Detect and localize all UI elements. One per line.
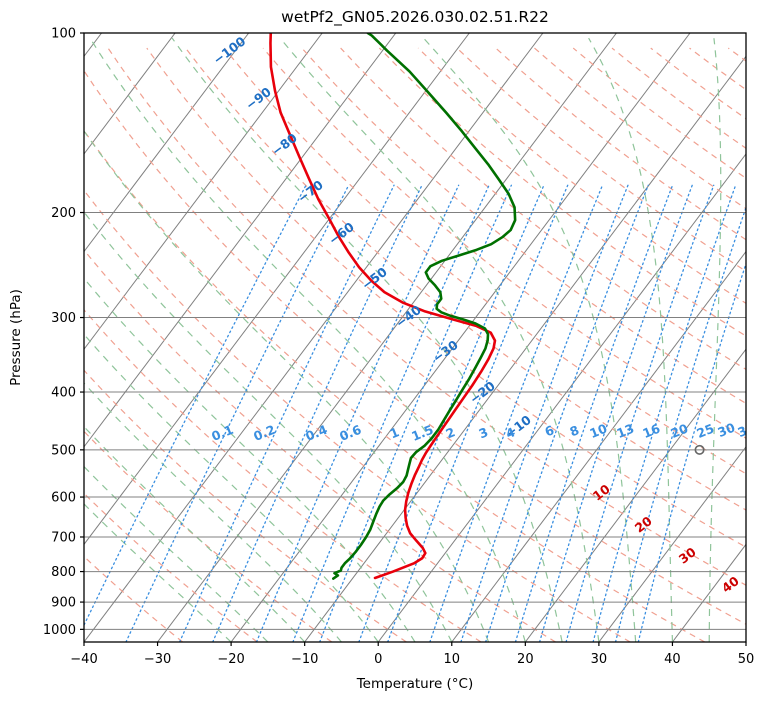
moist-adiabat-line <box>588 37 674 642</box>
mixing-ratio-line <box>538 184 693 642</box>
isotherm-line <box>451 250 746 642</box>
moist-adiabat-line <box>84 382 342 642</box>
pressure-tick-label: 100 <box>51 27 76 42</box>
mixing-ratio-line <box>255 184 460 642</box>
pressure-tick-label: 200 <box>51 206 76 221</box>
temperature-tick-label: −10 <box>291 652 318 667</box>
mixing-ratio-line <box>460 184 629 642</box>
temperature-tick-label: −30 <box>144 652 171 667</box>
dry-adiabat-line <box>84 249 556 642</box>
isotherm-line <box>84 33 250 253</box>
mixing-ratio-line <box>292 184 490 642</box>
isotherm-line <box>524 348 746 642</box>
mixing-ratio-label: 36 <box>735 420 757 441</box>
temperature-tick-label: 50 <box>738 652 755 667</box>
mixing-ratio-label: 25 <box>694 421 716 441</box>
mixing-ratio-line <box>514 184 674 642</box>
pressure-tick-label: 500 <box>51 443 76 458</box>
dry-adiabat-line <box>378 47 746 337</box>
pressure-tick-label: 1000 <box>43 623 76 638</box>
pressure-tick-label: 300 <box>51 311 76 326</box>
x-axis-label: Temperature (°C) <box>356 676 474 692</box>
dry-adiabat-line <box>107 47 746 586</box>
pressure-tick-label: 700 <box>51 531 76 546</box>
axes-frame <box>83 32 747 643</box>
dry-adiabat-line <box>84 369 407 642</box>
temperature-tick-label: 20 <box>517 652 534 667</box>
temperature-profile-line <box>269 33 497 580</box>
dry-adiabat-line <box>84 129 706 642</box>
mixing-ratio-labels: 0.10.20.40.611.52346810131620253036 <box>209 420 757 444</box>
dry-adiabat-line <box>146 47 746 548</box>
mixing-ratio-line <box>614 205 746 642</box>
pressure-tick-label: 600 <box>51 491 76 506</box>
mixing-ratio-label: 20 <box>668 421 690 442</box>
isotherm-line <box>84 33 397 448</box>
dewpoint-profile-line <box>332 33 517 580</box>
chart-title: wetPf2_GN05.2026.030.02.51.R22 <box>281 8 549 27</box>
mixing-ratio-line <box>358 184 545 642</box>
mixing-ratio-label: 13 <box>614 421 636 441</box>
mixing-ratio-line <box>485 184 649 642</box>
temperature-tick-label: 0 <box>374 652 382 667</box>
isotherm-line <box>304 55 746 642</box>
background-lines <box>84 33 746 642</box>
mixing-ratio-label: 10 <box>587 421 609 442</box>
mixing-ratio-label: 16 <box>640 421 662 442</box>
mixing-ratio-line <box>565 184 715 642</box>
isotherm-line <box>230 33 691 642</box>
moist-adiabat-line <box>171 37 563 642</box>
moist-adiabat-line <box>84 333 379 642</box>
moist-adiabat-line <box>708 38 722 642</box>
isotherm-line <box>84 33 176 155</box>
moist-adiabat-line <box>84 425 306 642</box>
dry-adiabat-line <box>84 189 631 642</box>
mixing-ratio-line <box>125 184 350 642</box>
dry-adiabat-line <box>417 47 746 305</box>
temperature-tick-label: 40 <box>664 652 681 667</box>
isotherm-line <box>157 33 617 642</box>
temperature-tick-label: −20 <box>217 652 244 667</box>
mixing-ratio-label: 30 <box>715 420 737 441</box>
dry-adiabat-line <box>84 492 258 642</box>
dry-adiabat-line <box>84 308 482 642</box>
moist-adiabat-line <box>89 37 526 642</box>
temperature-tick-label: 30 <box>591 652 608 667</box>
dry-adiabat-line <box>340 47 746 371</box>
mixing-ratio-line <box>84 184 307 627</box>
y-axis-label: Pressure (hPa) <box>8 289 24 386</box>
mixing-ratio-line <box>319 184 513 642</box>
pressure-tick-label: 800 <box>51 565 76 580</box>
pressure-tick-label: 400 <box>51 386 76 401</box>
isotherm-line <box>84 33 323 350</box>
moist-adiabat-line <box>84 130 490 642</box>
mixing-ratio-line <box>212 184 423 642</box>
mixing-ratio-line <box>592 184 737 642</box>
isotherm-line <box>598 445 746 642</box>
dry-adiabat-line <box>84 430 333 642</box>
isotherm-line <box>377 153 746 642</box>
dry-adiabat-line <box>84 69 746 625</box>
dry-adiabat-line <box>185 47 746 511</box>
mixing-ratio-line <box>429 184 604 642</box>
lcl-marker <box>694 444 705 455</box>
moist-adiabat-line <box>279 37 600 642</box>
mixing-ratio-line <box>637 261 746 642</box>
pressure-tick-label: 900 <box>51 596 76 611</box>
temperature-tick-label: 10 <box>444 652 461 667</box>
moist-adiabat-line <box>84 465 269 642</box>
isotherm-line <box>84 33 470 546</box>
moist-adiabat-line <box>423 37 637 642</box>
temperature-tick-label: −40 <box>70 652 97 667</box>
